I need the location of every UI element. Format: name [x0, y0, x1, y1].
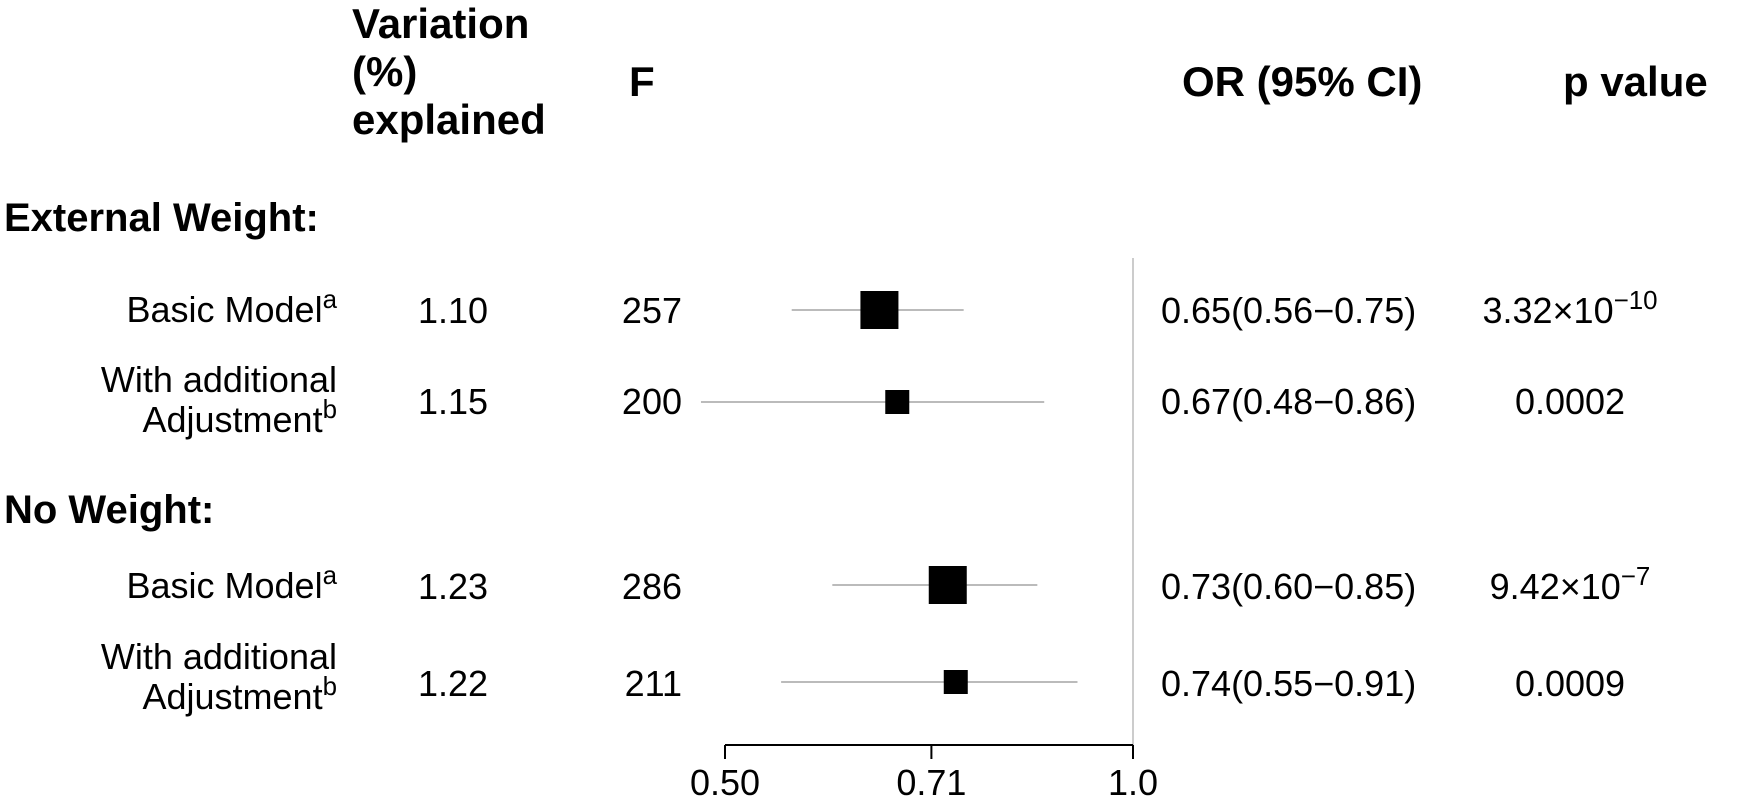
- row-label: With additional Adjustmentb: [101, 637, 337, 717]
- x-tick-label: 1.0: [1108, 762, 1158, 800]
- f-value: 257: [621, 290, 682, 331]
- point-estimate-marker: [885, 390, 910, 414]
- variation-value: 1.15: [418, 381, 489, 422]
- p-value-base: 0.0002: [1514, 381, 1626, 422]
- group-label-no-weight: No Weight:: [4, 488, 215, 532]
- x-tick-label: 0.50: [690, 762, 760, 800]
- or-ci-value: 0.65(0.56−0.75): [1161, 290, 1417, 331]
- p-value: 0.0002: [1420, 381, 1720, 423]
- or-ci-value: 0.74(0.55−0.91): [1161, 663, 1417, 704]
- row-label-line: With additional: [100, 636, 337, 677]
- point-estimate-marker: [860, 291, 899, 329]
- row-label: Basic Modela: [126, 287, 337, 330]
- f-value: 211: [624, 663, 682, 704]
- variation-value: 1.23: [418, 566, 489, 607]
- point-estimate-marker: [943, 670, 968, 694]
- variation-header-line: explained: [352, 96, 546, 143]
- variation-value: 1.22: [418, 663, 489, 704]
- variation-header: Variation (%) explained: [352, 0, 546, 144]
- f-value: 286: [621, 566, 682, 607]
- p-value: 3.32×10−10: [1420, 286, 1720, 332]
- or-ci-value: 0.73(0.60−0.85): [1161, 566, 1417, 607]
- footnote-marker: b: [322, 672, 337, 701]
- variation-value: 1.10: [418, 290, 489, 331]
- p-value-exponent: −10: [1613, 286, 1658, 315]
- row-label-line: With additional: [100, 359, 337, 400]
- row-label-text: Basic Model: [126, 289, 323, 330]
- p-value-base: 0.0009: [1514, 663, 1626, 704]
- row-label-text: Basic Model: [126, 565, 323, 606]
- row-label-line: Adjustment: [142, 399, 323, 440]
- row-label-line: Adjustment: [142, 676, 323, 717]
- p-value-base: 9.42×10: [1489, 566, 1621, 607]
- p-value: 9.42×10−7: [1420, 562, 1720, 608]
- or-ci-value: 0.67(0.48−0.86): [1161, 381, 1417, 422]
- footnote-marker: a: [322, 561, 337, 590]
- row-label: Basic Modela: [126, 563, 337, 606]
- f-value: 200: [621, 381, 682, 422]
- variation-header-line: Variation: [352, 0, 530, 47]
- variation-header-line: (%): [352, 48, 418, 95]
- x-tick-label: 0.71: [896, 762, 966, 800]
- p-value: 0.0009: [1420, 663, 1720, 705]
- p-value-exponent: −7: [1620, 562, 1651, 591]
- f-header: F: [629, 58, 655, 105]
- p-value-base: 3.32×10: [1482, 290, 1614, 331]
- row-label: With additional Adjustmentb: [101, 360, 337, 440]
- group-label-external-weight: External Weight:: [4, 196, 319, 240]
- footnote-marker: b: [322, 395, 337, 424]
- footnote-marker: a: [322, 285, 337, 314]
- or-header: OR (95% CI): [1182, 58, 1423, 105]
- p-value-header: p value: [1563, 58, 1708, 105]
- point-estimate-marker: [928, 566, 967, 604]
